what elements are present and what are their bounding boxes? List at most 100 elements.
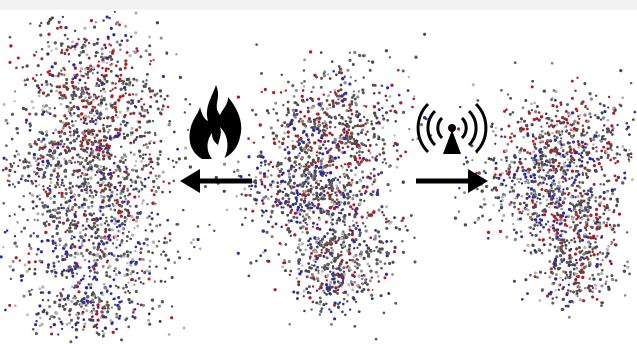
- atom-dot: [514, 61, 517, 64]
- atom-dot: [606, 151, 608, 153]
- atom-dot: [94, 106, 97, 109]
- atom-dot: [58, 221, 61, 224]
- atom-dot: [39, 24, 42, 27]
- atom-dot: [378, 91, 381, 94]
- atom-dot: [334, 117, 337, 120]
- atom-dot: [523, 149, 526, 152]
- atom-dot: [84, 135, 87, 138]
- atom-dot: [562, 286, 564, 288]
- atom-dot: [62, 288, 65, 291]
- atom-dot: [45, 134, 48, 137]
- atom-dot: [124, 25, 127, 28]
- atom-dot: [135, 169, 137, 171]
- atom-dot: [251, 210, 254, 213]
- atom-dot: [204, 185, 207, 188]
- atom-dot: [478, 171, 481, 174]
- atom-dot: [74, 30, 76, 32]
- atom-dot: [349, 259, 352, 262]
- atom-dot: [146, 73, 149, 76]
- atom-dot: [178, 157, 181, 160]
- atom-dot: [591, 158, 594, 161]
- atom-dot: [158, 305, 161, 308]
- atom-dot: [102, 88, 105, 91]
- atom-dot: [48, 154, 51, 157]
- atom-dot: [150, 166, 152, 168]
- atom-dot: [149, 140, 152, 143]
- atom-dot: [90, 214, 93, 217]
- atom-dot: [369, 193, 372, 196]
- atom-dot: [109, 169, 111, 171]
- atom-dot: [36, 253, 38, 255]
- atom-dot: [120, 123, 122, 125]
- atom-dot: [102, 127, 105, 130]
- atom-dot: [479, 205, 482, 208]
- atom-dot: [13, 155, 16, 158]
- atom-dot: [248, 174, 251, 177]
- atom-dot: [331, 60, 334, 63]
- atom-dot: [129, 54, 132, 57]
- atom-dot: [332, 277, 335, 280]
- atom-dot: [554, 188, 556, 190]
- atom-dot: [301, 206, 303, 208]
- atom-dot: [70, 268, 73, 271]
- atom-dot: [184, 111, 186, 113]
- atom-dot: [589, 236, 592, 239]
- atom-dot: [46, 154, 48, 156]
- atom-dot: [358, 202, 361, 205]
- atom-dot: [80, 189, 83, 192]
- atom-dot: [123, 86, 126, 89]
- atom-dot: [66, 256, 68, 258]
- atom-dot: [551, 158, 554, 161]
- atom-dot: [613, 209, 616, 212]
- atom-dot: [547, 228, 550, 231]
- atom-dot: [603, 191, 606, 194]
- atom-dot: [115, 135, 118, 138]
- atom-dot: [270, 186, 272, 188]
- atom-dot: [562, 175, 564, 177]
- atom-dot: [283, 259, 286, 262]
- atom-dot: [572, 221, 575, 224]
- atom-dot: [15, 67, 18, 70]
- atom-dot: [95, 134, 98, 137]
- atom-dot: [98, 130, 101, 133]
- atom-dot: [316, 197, 319, 200]
- atom-dot: [103, 283, 106, 286]
- atom-dot: [343, 132, 345, 134]
- atom-dot: [308, 171, 311, 174]
- atom-dot: [96, 82, 98, 84]
- atom-dot: [363, 257, 366, 260]
- atom-dot: [329, 293, 332, 296]
- atom-dot: [344, 76, 346, 78]
- atom-dot: [581, 256, 583, 258]
- atom-dot: [591, 194, 594, 197]
- atom-dot: [552, 197, 554, 199]
- atom-dot: [533, 102, 536, 105]
- atom-dot: [568, 249, 571, 252]
- atom-dot: [560, 169, 562, 171]
- atom-dot: [11, 113, 14, 116]
- atom-dot: [129, 142, 132, 145]
- atom-dot: [68, 270, 70, 272]
- atom-dot: [131, 278, 134, 281]
- atom-dot: [402, 111, 405, 114]
- atom-dot: [142, 157, 145, 160]
- atom-dot: [318, 228, 321, 231]
- atom-dot: [504, 136, 507, 139]
- atom-dot: [578, 234, 580, 236]
- atom-dot: [535, 147, 538, 150]
- atom-dot: [111, 94, 114, 97]
- atom-dot: [329, 171, 332, 174]
- atom-dot: [559, 185, 562, 188]
- atom-dot: [563, 241, 566, 244]
- atom-dot: [65, 162, 68, 165]
- atom-dot: [346, 169, 349, 172]
- atom-dot: [112, 171, 115, 174]
- atom-dot: [325, 124, 328, 127]
- atom-dot: [609, 159, 612, 162]
- atom-dot: [299, 213, 302, 216]
- atom-dot: [373, 92, 376, 95]
- atom-dot: [309, 120, 312, 123]
- atom-dot: [581, 210, 583, 212]
- atom-dot: [601, 168, 603, 170]
- atom-dot: [49, 112, 52, 115]
